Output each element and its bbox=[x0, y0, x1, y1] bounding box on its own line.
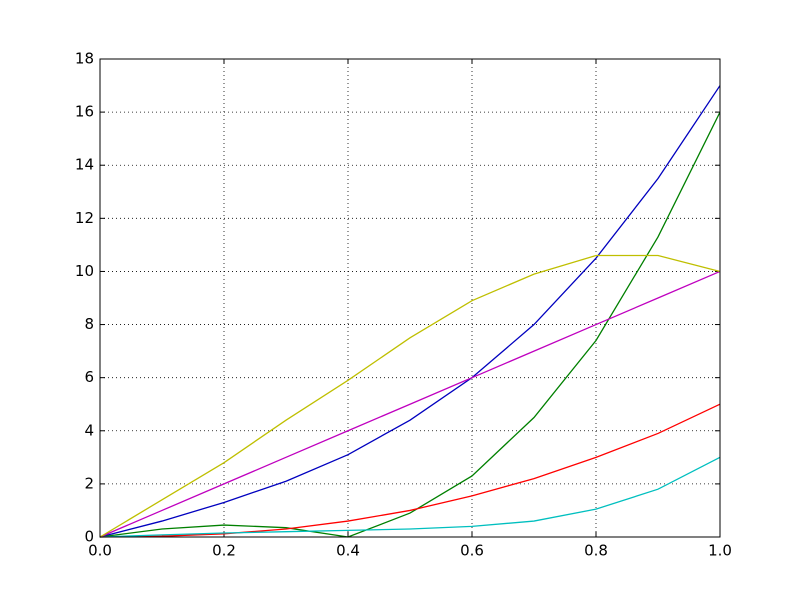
x-tick-label: 0.8 bbox=[584, 542, 608, 560]
y-tick-label: 18 bbox=[75, 50, 94, 68]
series-line bbox=[99, 111, 721, 538]
y-tick-label: 4 bbox=[84, 421, 94, 439]
plot-frame bbox=[99, 58, 721, 538]
x-tick-label: 0.2 bbox=[212, 542, 236, 560]
y-tick-label: 0 bbox=[84, 528, 94, 546]
y-tick-label: 6 bbox=[84, 368, 94, 386]
y-tick-label: 14 bbox=[75, 156, 94, 174]
series-line bbox=[99, 85, 721, 538]
y-tick-label: 8 bbox=[84, 315, 94, 333]
series-line bbox=[99, 403, 721, 538]
x-tick-label: 1.0 bbox=[708, 542, 732, 560]
y-tick-label: 2 bbox=[84, 474, 94, 492]
x-tick-label: 0.0 bbox=[88, 542, 112, 560]
x-tick-label: 0.6 bbox=[460, 542, 484, 560]
series-line bbox=[99, 270, 721, 538]
x-tick-label: 0.4 bbox=[336, 542, 360, 560]
y-tick-label: 12 bbox=[75, 209, 94, 227]
y-tick-label: 10 bbox=[75, 262, 94, 280]
series-line bbox=[99, 254, 721, 538]
series-line bbox=[99, 456, 721, 538]
y-tick-label: 16 bbox=[75, 103, 94, 121]
